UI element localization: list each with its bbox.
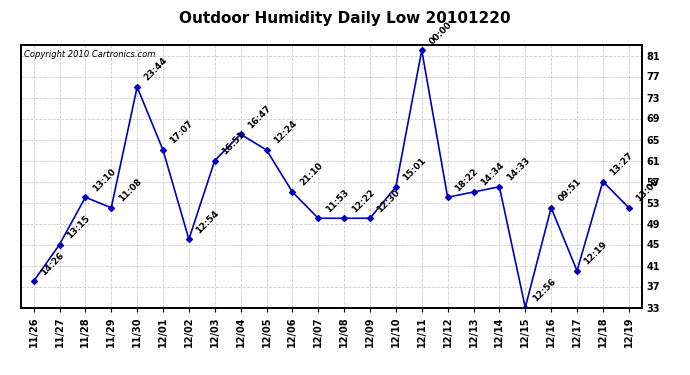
Text: 16:47: 16:47 <box>246 103 273 130</box>
Text: 13:27: 13:27 <box>609 151 635 177</box>
Text: 13:08: 13:08 <box>634 177 661 204</box>
Text: 12:19: 12:19 <box>582 240 609 267</box>
Text: 13:10: 13:10 <box>91 166 117 193</box>
Text: 21:10: 21:10 <box>298 161 324 188</box>
Text: 18:22: 18:22 <box>453 166 480 193</box>
Text: 12:24: 12:24 <box>272 119 299 146</box>
Text: 12:22: 12:22 <box>350 188 376 214</box>
Text: 12:56: 12:56 <box>531 277 558 303</box>
Text: 14:34: 14:34 <box>479 161 506 188</box>
Text: 16:51: 16:51 <box>220 130 247 156</box>
Text: 23:44: 23:44 <box>143 56 170 83</box>
Text: 12:30: 12:30 <box>375 188 402 214</box>
Text: 09:51: 09:51 <box>557 177 583 204</box>
Text: 00:00: 00:00 <box>427 20 453 46</box>
Text: 12:54: 12:54 <box>195 209 221 235</box>
Text: 15:01: 15:01 <box>402 156 428 183</box>
Text: 17:07: 17:07 <box>168 119 195 146</box>
Text: 11:08: 11:08 <box>117 177 144 204</box>
Text: 14:26: 14:26 <box>39 251 66 277</box>
Text: 13:15: 13:15 <box>65 214 92 240</box>
Text: 14:33: 14:33 <box>505 156 531 183</box>
Text: 11:53: 11:53 <box>324 188 351 214</box>
Text: Copyright 2010 Cartronics.com: Copyright 2010 Cartronics.com <box>23 50 155 59</box>
Text: Outdoor Humidity Daily Low 20101220: Outdoor Humidity Daily Low 20101220 <box>179 11 511 26</box>
